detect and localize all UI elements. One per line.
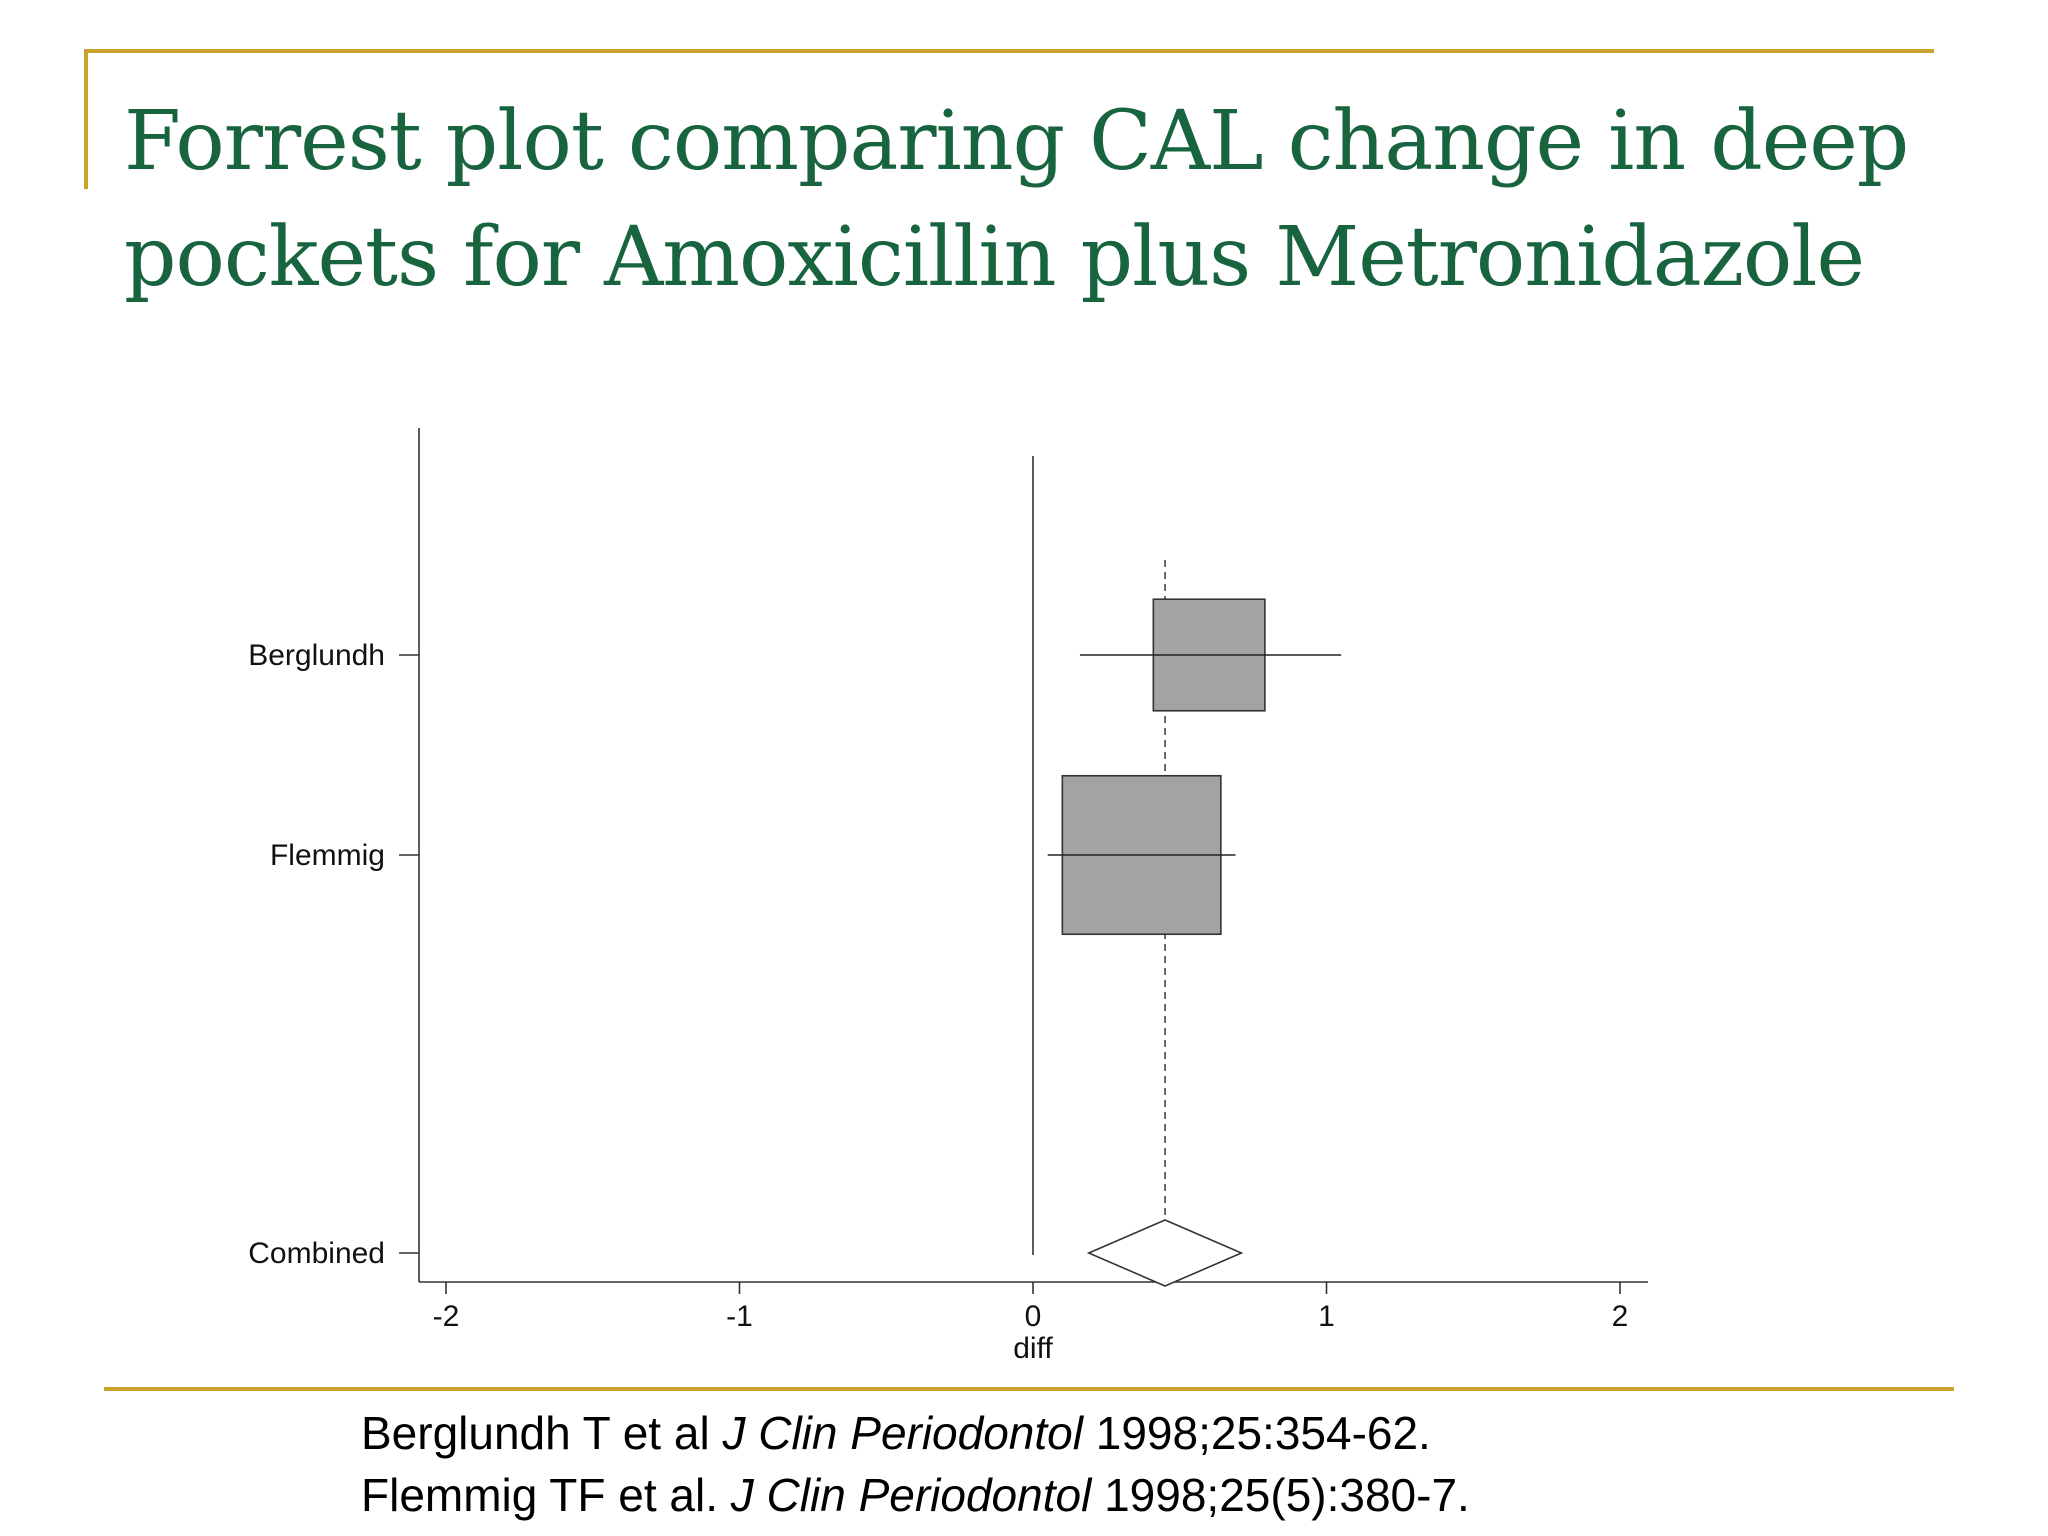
references: Berglundh T et al J Clin Periodontol 199…	[361, 1402, 1470, 1526]
slide-title-line-1: Forrest plot comparing CAL change in dee…	[124, 94, 1909, 189]
slide-title-line-2: pockets for Amoxicillin plus Metronidazo…	[124, 210, 1865, 305]
footer-rule	[104, 1387, 1954, 1391]
x-tick-label-2: 2	[1612, 1300, 1629, 1333]
combined-label: Combined	[248, 1237, 385, 1270]
title-top-rule	[84, 49, 1934, 53]
study-label-flemmig: Flemmig	[270, 839, 385, 872]
x-tick-label-0: 0	[1025, 1300, 1042, 1333]
slide-title: Forrest plot comparing CAL change in dee…	[124, 84, 1944, 316]
x-tick-label--2: -2	[433, 1300, 460, 1333]
reference-flemmig: Flemmig TF et al. J Clin Periodontol 199…	[361, 1469, 1470, 1521]
x-tick-label--1: -1	[726, 1300, 753, 1333]
study-label-berglundh: Berglundh	[248, 639, 385, 672]
title-left-rule	[84, 49, 88, 189]
forest-plot: -2 -1 0 1 2 diff Berglundh Flemmig Combined	[248, 428, 1648, 1365]
reference-berglundh: Berglundh T et al J Clin Periodontol 199…	[361, 1407, 1431, 1459]
x-tick-label-1: 1	[1318, 1300, 1335, 1333]
x-axis-label: diff	[1013, 1332, 1053, 1365]
combined-diamond	[1086, 1219, 1244, 1287]
